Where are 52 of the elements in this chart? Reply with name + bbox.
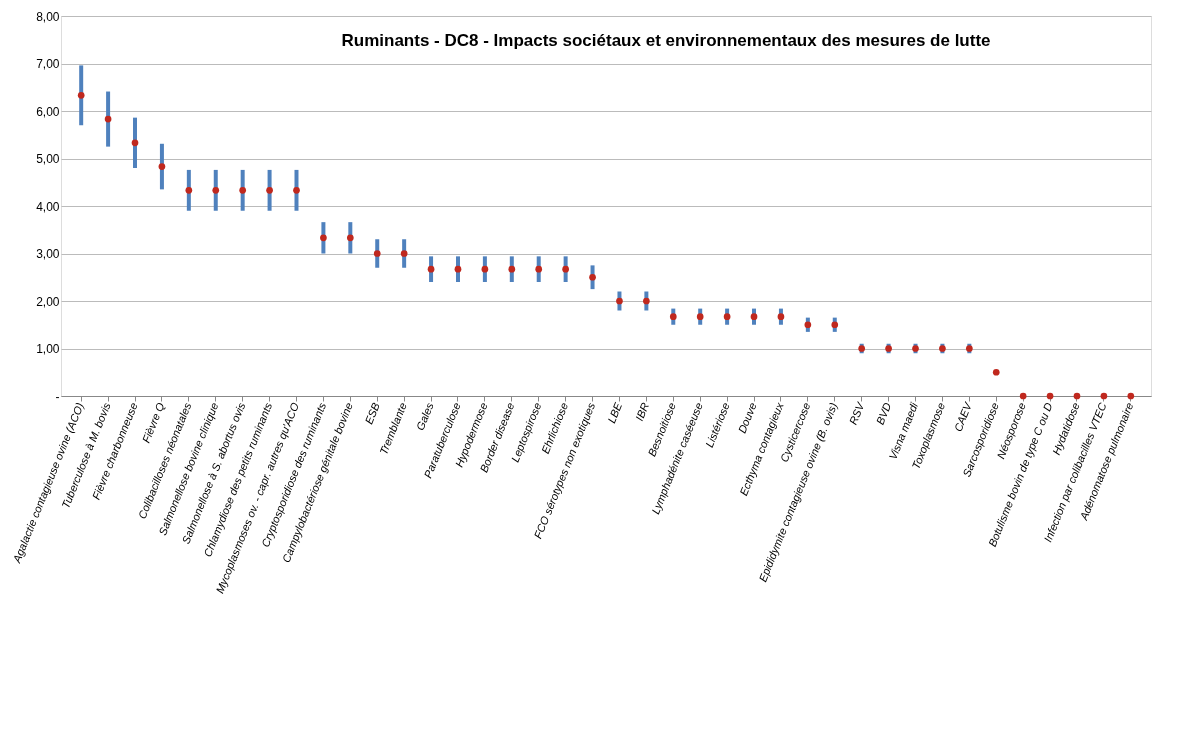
point xyxy=(750,313,758,321)
point xyxy=(239,186,247,194)
point xyxy=(1019,392,1027,400)
x-tick-label: ESB xyxy=(362,400,382,426)
point xyxy=(1100,392,1108,400)
text: Ruminants - DC8 - Impacts sociétaux et environnementaux des mesures de lutte xyxy=(341,31,991,50)
point xyxy=(373,250,381,257)
y-tick-label: 1,00 xyxy=(36,342,60,356)
point xyxy=(212,186,220,194)
y-tick-label: 8,00 xyxy=(36,9,60,24)
point xyxy=(589,273,596,281)
point xyxy=(777,313,785,321)
point xyxy=(320,234,327,242)
point xyxy=(400,250,408,257)
x-tick-label: Fièvre Q xyxy=(139,400,167,445)
point xyxy=(266,186,273,194)
point xyxy=(616,297,623,305)
y-tick-label: 2,00 xyxy=(36,294,60,309)
y-tick-label: 5,00 xyxy=(36,152,60,166)
point xyxy=(77,91,85,99)
x-tick-label: IBR xyxy=(633,400,652,423)
y-tick-label: - xyxy=(55,389,60,404)
point xyxy=(293,186,300,194)
y-tick-label: 6,00 xyxy=(36,104,60,119)
point xyxy=(131,139,139,147)
point xyxy=(508,265,516,273)
point xyxy=(185,186,193,194)
point xyxy=(696,313,704,321)
y-tick-label: 3,00 xyxy=(36,247,60,261)
x-tick-label: BVD xyxy=(873,400,894,427)
point xyxy=(562,265,569,273)
point xyxy=(1127,392,1135,400)
point xyxy=(723,313,731,321)
x-tick-label: LBE xyxy=(605,400,625,425)
point xyxy=(104,115,112,123)
point xyxy=(346,234,354,242)
point xyxy=(804,321,812,329)
point xyxy=(427,265,435,273)
point xyxy=(158,163,166,170)
y-tick-label: 7,00 xyxy=(36,57,60,71)
point xyxy=(992,368,1000,376)
point xyxy=(1073,392,1081,400)
point xyxy=(831,321,839,329)
y-tick-label: 4,00 xyxy=(36,199,60,214)
point xyxy=(643,297,650,305)
point xyxy=(669,313,677,321)
point xyxy=(481,265,489,273)
point xyxy=(454,265,462,273)
point xyxy=(535,265,543,273)
x-tick-label: RSV xyxy=(846,399,867,427)
x-tick-label: Douve xyxy=(735,400,759,435)
point xyxy=(1046,392,1054,400)
